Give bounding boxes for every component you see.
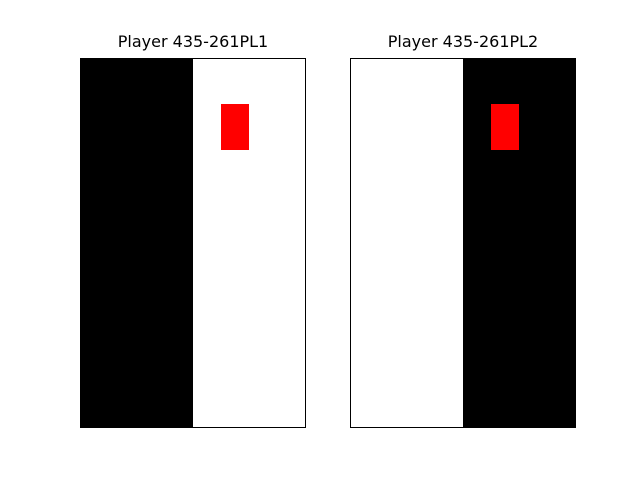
player-1-left-column bbox=[81, 59, 193, 427]
player-1-marker bbox=[221, 104, 249, 150]
player-2-title: Player 435-261PL2 bbox=[387, 32, 539, 51]
player-2-left-column bbox=[351, 59, 463, 427]
player-2-board bbox=[350, 58, 576, 428]
player-1-title: Player 435-261PL1 bbox=[117, 32, 269, 51]
player-1-right-column bbox=[193, 59, 305, 427]
player-2-right-column bbox=[463, 59, 575, 427]
player-2-marker bbox=[491, 104, 519, 150]
player-1-board bbox=[80, 58, 306, 428]
